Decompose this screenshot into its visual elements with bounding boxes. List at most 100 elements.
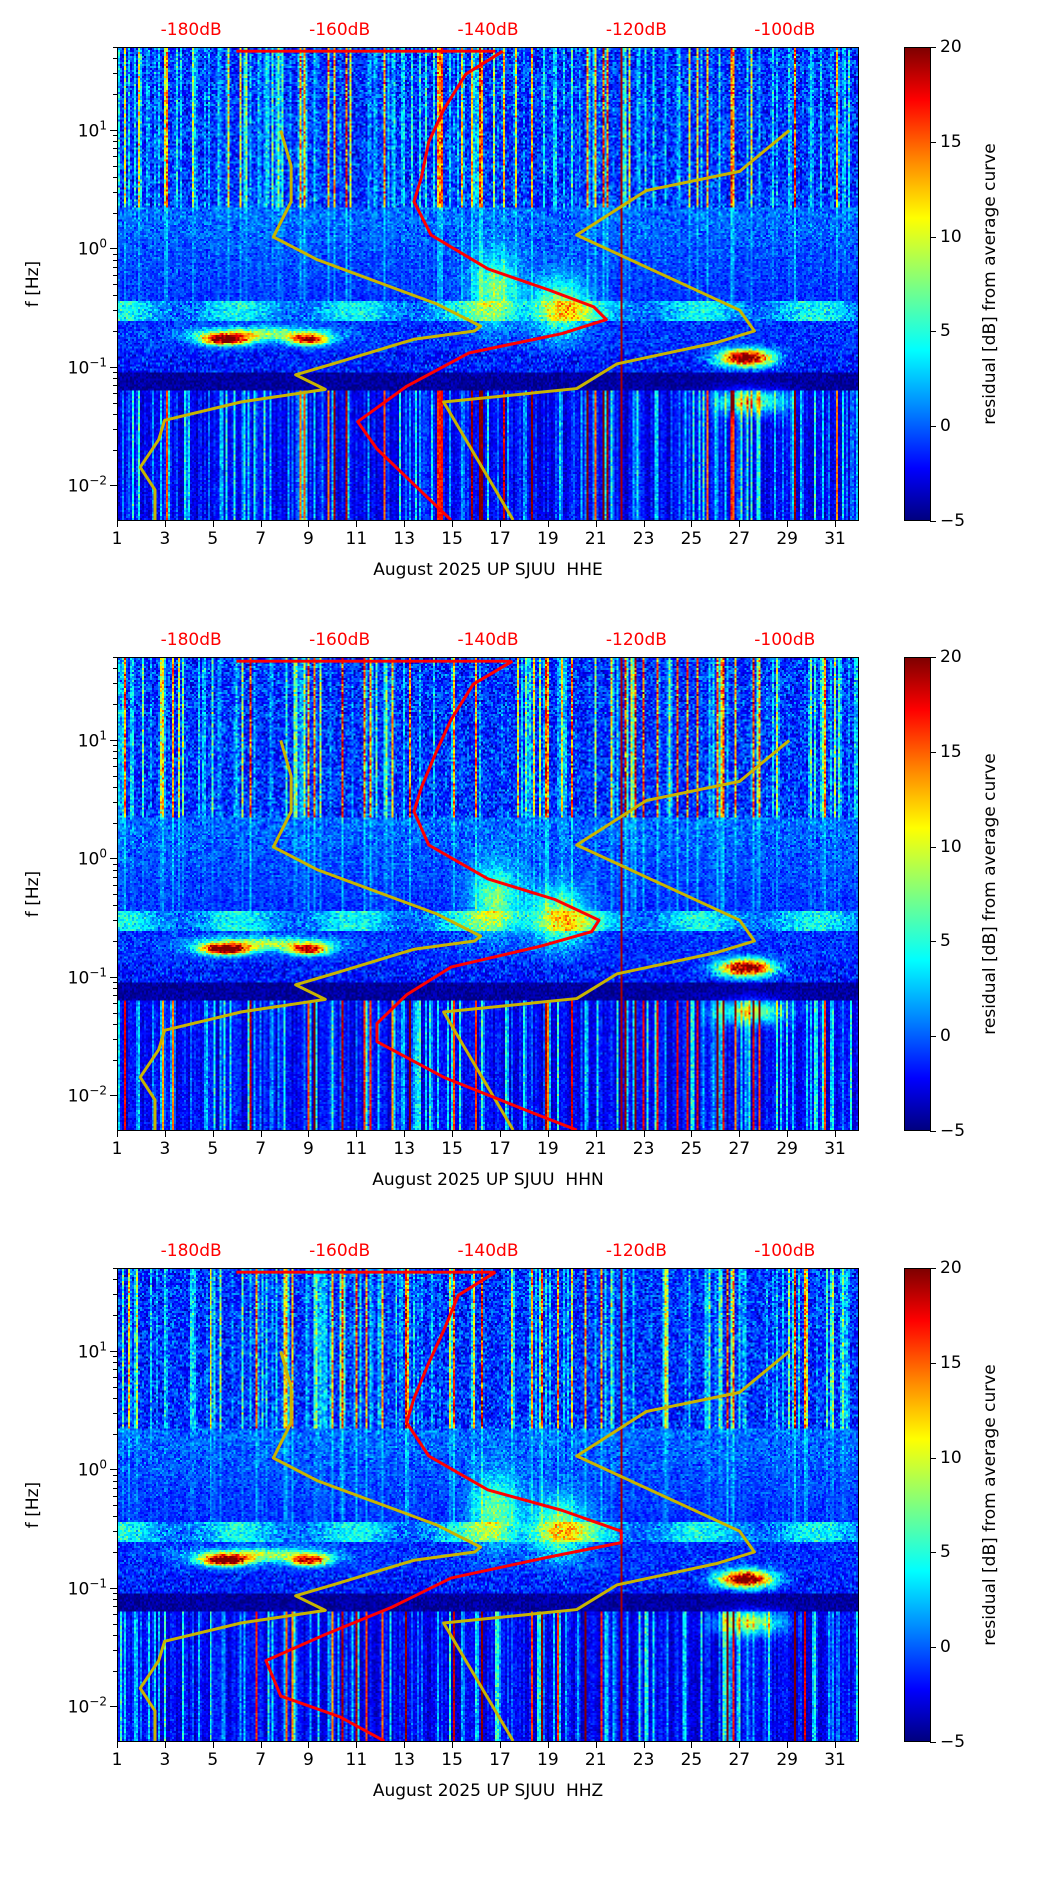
x-tick-label: 25 — [680, 529, 703, 549]
y-tick-label: 100 — [78, 847, 107, 870]
x-tick-mark — [643, 1742, 645, 1748]
y-minor-tick — [113, 1412, 117, 1414]
low-noise-model-curve — [138, 130, 483, 520]
y-tick-base: 10 — [67, 476, 90, 497]
colorbar-tick-mark — [930, 426, 936, 428]
y-minor-tick — [113, 141, 117, 143]
x-tick-mark — [164, 521, 166, 527]
x-tick-mark — [595, 1131, 597, 1137]
y-minor-tick — [113, 393, 117, 395]
y-minor-tick — [113, 1397, 117, 1399]
y-minor-tick — [113, 876, 117, 878]
y-minor-tick — [113, 156, 117, 158]
x-tick-label: 23 — [632, 529, 655, 549]
y-minor-tick — [113, 1012, 117, 1014]
x-tick-label: 13 — [393, 1750, 416, 1770]
colorbar-tick-label: −5 — [940, 1732, 966, 1752]
y-minor-tick — [113, 1369, 117, 1371]
x-tick-mark — [547, 1131, 549, 1137]
x-tick-label: 9 — [303, 1139, 314, 1159]
x-tick-label: 5 — [207, 1750, 219, 1770]
colorbar-tick-mark — [930, 1036, 936, 1038]
colorbar-tick-mark — [930, 141, 936, 143]
colorbar-tick-mark — [930, 846, 936, 848]
y-tick-label: 10−2 — [68, 1084, 107, 1107]
x-tick-mark — [691, 1131, 693, 1137]
colorbar-tick-label: 0 — [940, 416, 951, 437]
top-db-tick-label: -140dB — [457, 20, 519, 40]
x-tick-mark — [212, 1131, 214, 1137]
y-tick-mark — [110, 1350, 117, 1352]
x-tick-mark — [691, 521, 693, 527]
x-tick-mark — [739, 521, 741, 527]
y-minor-tick — [113, 884, 117, 886]
y-minor-tick — [113, 1315, 117, 1317]
y-minor-tick — [113, 745, 117, 747]
x-tick-mark — [739, 1742, 741, 1748]
x-tick-mark — [212, 521, 214, 527]
x-tick-label: 13 — [393, 529, 416, 549]
y-tick-label: 101 — [78, 1339, 107, 1362]
y-tick-exponent: −1 — [89, 965, 107, 980]
x-tick-label: 15 — [441, 1750, 463, 1770]
y-minor-tick — [113, 1038, 117, 1040]
x-tick-label: 11 — [345, 1750, 368, 1770]
y-tick-base: 10 — [67, 968, 90, 989]
spectrogram-image — [118, 48, 858, 520]
curve-overlay — [138, 49, 791, 520]
x-tick-mark — [452, 521, 454, 527]
y-minor-tick — [113, 372, 117, 374]
top-db-tick-label: -140dB — [457, 1241, 519, 1261]
x-tick-mark — [308, 1131, 310, 1137]
x-tick-label: 11 — [345, 529, 368, 549]
y-tick-exponent: 1 — [99, 1339, 107, 1354]
y-minor-tick — [113, 863, 117, 865]
y-minor-tick — [113, 1487, 117, 1489]
y-minor-tick — [113, 58, 117, 60]
y-tick-exponent: 1 — [99, 118, 107, 133]
y-tick-label: 100 — [78, 1458, 107, 1481]
y-tick-base: 10 — [77, 849, 100, 870]
colorbar-label: residual [dB] from average curve — [980, 753, 1000, 1035]
y-minor-tick — [113, 1377, 117, 1379]
x-tick-label: 29 — [776, 1139, 799, 1159]
x-tick-mark — [787, 521, 789, 527]
high-noise-model-curve — [442, 129, 791, 520]
y-minor-tick — [113, 1634, 117, 1636]
top-db-tick-label: -120dB — [605, 630, 667, 650]
y-tick-mark — [110, 129, 117, 131]
x-tick-mark — [691, 1742, 693, 1748]
x-tick-mark — [117, 1742, 118, 1748]
colorbar-tick-mark — [930, 1131, 936, 1132]
y-minor-tick — [113, 266, 117, 268]
x-tick-mark — [117, 521, 118, 527]
y-tick-exponent: −1 — [89, 1576, 107, 1591]
y-minor-tick — [113, 751, 117, 753]
y-minor-tick — [113, 73, 117, 75]
colorbar-tick-mark — [930, 1362, 936, 1364]
x-tick-mark — [835, 521, 837, 527]
y-minor-tick — [113, 1279, 117, 1281]
x-tick-label: 27 — [728, 1750, 751, 1770]
spectrogram-plot-area — [117, 47, 859, 521]
y-minor-tick — [113, 1023, 117, 1025]
y-minor-tick — [113, 905, 117, 907]
y-minor-tick — [113, 1362, 117, 1364]
high-noise-model-curve — [442, 739, 791, 1130]
top-db-tick-label: -160dB — [309, 630, 371, 650]
colorbar-tick-mark — [930, 331, 936, 333]
y-minor-tick — [113, 1505, 117, 1506]
x-tick-label: 13 — [393, 1139, 416, 1159]
y-minor-tick — [113, 1593, 117, 1595]
colorbar-tick-mark — [930, 941, 936, 943]
y-tick-exponent: −2 — [89, 1083, 107, 1098]
y-tick-mark — [110, 366, 117, 368]
y-minor-tick — [113, 253, 117, 255]
y-minor-tick — [113, 1474, 117, 1476]
x-tick-mark — [452, 1742, 454, 1748]
y-tick-mark — [110, 1469, 117, 1471]
x-tick-label: 23 — [632, 1750, 655, 1770]
y-minor-tick — [113, 1649, 117, 1651]
high-noise-model-curve — [442, 1350, 791, 1741]
colorbar-tick-label: 20 — [940, 1258, 962, 1278]
